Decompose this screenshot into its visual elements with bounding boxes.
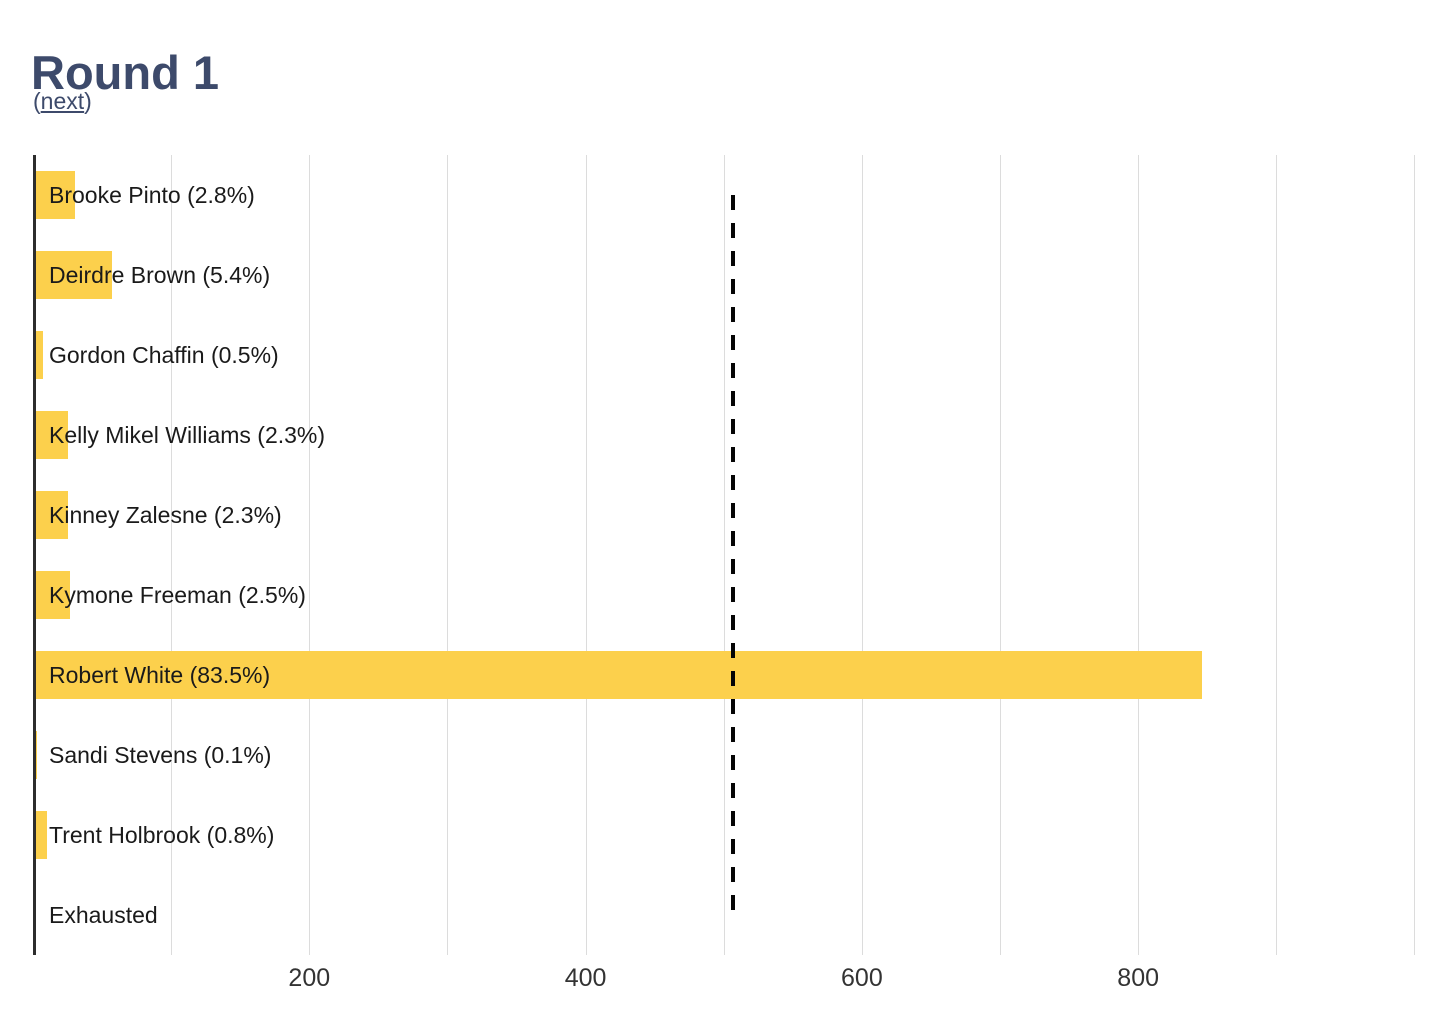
y-axis-line	[33, 155, 36, 955]
bar	[36, 571, 71, 619]
gridline	[447, 155, 449, 955]
page-title: Round 1	[31, 46, 219, 100]
nav-paren-close: )	[84, 88, 92, 114]
bar	[36, 651, 1203, 699]
chart-row: Gordon Chaffin (0.5%)	[36, 315, 1449, 395]
bar	[36, 811, 48, 859]
chart-row: Exhausted	[36, 875, 1449, 955]
gridline	[1414, 155, 1416, 955]
bar-label: Robert White (83.5%)	[49, 662, 271, 688]
bar-label: Deirdre Brown (5.4%)	[49, 262, 271, 288]
gridline	[1138, 155, 1140, 955]
nav-paren-open: (	[33, 88, 41, 114]
bar-label: Kymone Freeman (2.5%)	[49, 582, 306, 608]
gridline	[585, 155, 587, 955]
chart-row: Kinney Zalesne (2.3%)	[36, 475, 1449, 555]
bar-label: Brooke Pinto (2.8%)	[49, 182, 255, 208]
x-tick-label: 400	[564, 964, 607, 992]
gridline	[861, 155, 863, 955]
x-tick-label: 800	[1117, 964, 1160, 992]
chart-row: Brooke Pinto (2.8%)	[36, 155, 1449, 235]
chart-row: Kelly Mikel Williams (2.3%)	[36, 395, 1449, 475]
chart-row: Deirdre Brown (5.4%)	[36, 235, 1449, 315]
majority-threshold-line	[731, 195, 736, 911]
chart-row: Kymone Freeman (2.5%)	[36, 555, 1449, 635]
bar-label: Gordon Chaffin (0.5%)	[49, 342, 279, 368]
bar	[36, 171, 75, 219]
bar-label: Exhausted	[49, 902, 158, 928]
bar-label: Kinney Zalesne (2.3%)	[49, 502, 282, 528]
chart-row: Sandi Stevens (0.1%)	[36, 715, 1449, 795]
round-nav: (next)	[33, 88, 92, 115]
bar-label: Kelly Mikel Williams (2.3%)	[49, 422, 326, 448]
bar	[36, 331, 43, 379]
next-round-link[interactable]: next	[40, 88, 85, 114]
gridline	[171, 155, 173, 955]
rcv-bar-chart: Brooke Pinto (2.8%) Deirdre Brown (5.4%) G…	[33, 155, 1449, 955]
bar	[36, 251, 112, 299]
bar-label: Trent Holbrook (0.8%)	[49, 822, 275, 848]
gridline	[309, 155, 311, 955]
bar	[36, 491, 68, 539]
x-tick-label: 600	[841, 964, 883, 992]
bar	[36, 731, 38, 779]
x-tick-label: 200	[288, 964, 331, 992]
bar	[36, 411, 68, 459]
x-axis-ticks: 200 400 600 800	[33, 964, 1449, 1004]
gridline	[1276, 155, 1278, 955]
chart-row: Robert White (83.5%)	[36, 635, 1449, 715]
bar-label: Sandi Stevens (0.1%)	[49, 742, 272, 768]
gridline	[1000, 155, 1002, 955]
chart-row: Trent Holbrook (0.8%)	[36, 795, 1449, 875]
gridline	[723, 155, 725, 955]
